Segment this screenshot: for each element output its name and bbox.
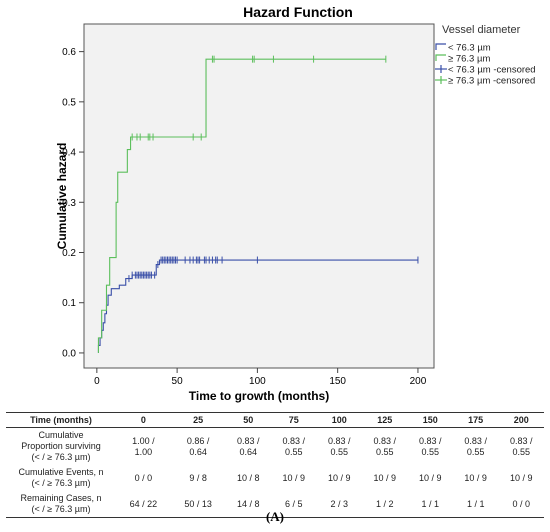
table-cell: 1.00 /1.00 (132, 435, 155, 457)
y-tick-label: 0.3 (62, 198, 76, 209)
table-header-row: Time (months) 0 25 50 75 100 125 150 175 200 (6, 412, 544, 428)
hazard-chart: Hazard Function 0.0 0.1 0.2 0.3 0.4 0.5 0.6 0 5… (55, 4, 536, 403)
legend-label: ≥ 76.3 µm (448, 54, 490, 65)
table-cell: 10 / 9 (327, 472, 351, 483)
table-header-cell: 25 (170, 412, 226, 428)
table-header-cell: 125 (361, 412, 408, 428)
legend-label: < 76.3 µm (448, 43, 491, 54)
table-row: Cumulative Events, n (< / ≥ 76.3 µm) 0 / 0… (6, 465, 544, 491)
legend-label: < 76.3 µm -censored (448, 65, 536, 76)
y-tick-label: 0.4 (62, 148, 76, 159)
y-tick-label: 0.5 (62, 97, 76, 108)
legend-label: ≥ 76.3 µm -censored (448, 76, 535, 87)
table-cell: 10 / 9 (373, 472, 396, 483)
table-cell: 10 / 9 (282, 472, 306, 483)
row-label: Cumulative Proportion surviving (< / ≥ 76.… (21, 430, 101, 462)
x-tick-label: 200 (410, 376, 427, 387)
table-cell: 0 / 0 (498, 491, 544, 518)
table-cell: 64 / 22 (116, 491, 171, 518)
legend-item: ≥ 76.3 µm (435, 54, 490, 65)
plot-area (83, 23, 435, 369)
table-cell: 1 / 1 (452, 491, 499, 518)
legend-swatch (435, 54, 446, 61)
table-header-cell: 75 (271, 412, 317, 428)
x-tick-label: 0 (94, 376, 100, 387)
chart-title: Hazard Function (243, 4, 353, 20)
table-cell: 0.83 /0.55 (464, 435, 487, 457)
table-cell: 0 / 0 (134, 472, 153, 483)
table-cell: 10 / 9 (418, 472, 442, 483)
series-line-1 (97, 58, 386, 353)
legend-item: < 76.3 µm (435, 43, 491, 54)
x-tick-label: 100 (249, 376, 266, 387)
x-axis-label: Time to growth (months) (189, 389, 329, 403)
series-layer (97, 55, 419, 353)
table-header-cell: Time (months) (6, 412, 116, 428)
table-cell: 0.83 /0.55 (282, 435, 306, 457)
table-cell: 0.86 /0.64 (186, 435, 210, 457)
legend-item: ≥ 76.3 µm -censored (435, 76, 535, 87)
table-row: Remaining Cases, n (< / ≥ 76.3 µm) 64 / 22… (6, 491, 544, 518)
table-row: Cumulative Proportion surviving (< / ≥ 76.… (6, 428, 544, 466)
table-cell: 1 / 2 (361, 491, 408, 518)
table-cell: 2 / 3 (316, 491, 362, 518)
table-cell: 0.83 /0.55 (327, 435, 351, 457)
y-tick-label: 0.1 (62, 298, 76, 309)
legend: Vessel diameter < 76.3 µm≥ 76.3 µm< 76.3… (435, 24, 536, 87)
y-tick-label: 0.6 (62, 47, 76, 58)
table-header-cell: 150 (407, 412, 453, 428)
x-tick-label: 150 (329, 376, 346, 387)
table-cell: 14 / 8 (225, 491, 272, 518)
table-cell: 9 / 8 (189, 472, 207, 483)
table-header-cell: 175 (452, 412, 499, 428)
table-cell: 10 / 9 (509, 472, 533, 483)
table-cell: 6 / 5 (271, 491, 317, 518)
table-header-cell: 0 (116, 412, 171, 428)
table-cell: 0.83 /0.55 (418, 435, 442, 457)
table-header-cell: 50 (225, 412, 272, 428)
table-cell: 0.83 /0.55 (373, 435, 396, 457)
row-label: Remaining Cases, n (< / ≥ 76.3 µm) (6, 491, 116, 518)
row-label: Cumulative Events, n (< / ≥ 76.3 µm) (18, 467, 104, 488)
x-axis: 0 50 100 150 200 (94, 368, 427, 387)
legend-title: Vessel diameter (442, 24, 521, 36)
legend-swatch (435, 43, 446, 50)
y-tick-label: 0.2 (62, 248, 76, 259)
table-cell: 10 / 9 (464, 472, 487, 483)
table-cell: 50 / 13 (170, 491, 226, 518)
table-cell: 0.83 /0.64 (237, 435, 260, 457)
y-axis-label: Cumulative hazard (55, 143, 69, 250)
y-tick-label: 0.0 (62, 348, 76, 359)
table-header-cell: 200 (498, 412, 544, 428)
x-tick-label: 50 (172, 376, 184, 387)
summary-table: Time (months) 0 25 50 75 100 125 150 175 200 Cumu… (6, 412, 544, 518)
y-axis: 0.0 0.1 0.2 0.3 0.4 0.5 0.6 (62, 47, 84, 359)
table-cell: 0.83 /0.55 (509, 435, 533, 457)
table-cell: 10 / 8 (237, 472, 260, 483)
legend-item: < 76.3 µm -censored (435, 65, 536, 76)
figure-label: (A) (265, 509, 285, 524)
table-cell: 1 / 1 (407, 491, 453, 518)
table-header-cell: 100 (316, 412, 362, 428)
